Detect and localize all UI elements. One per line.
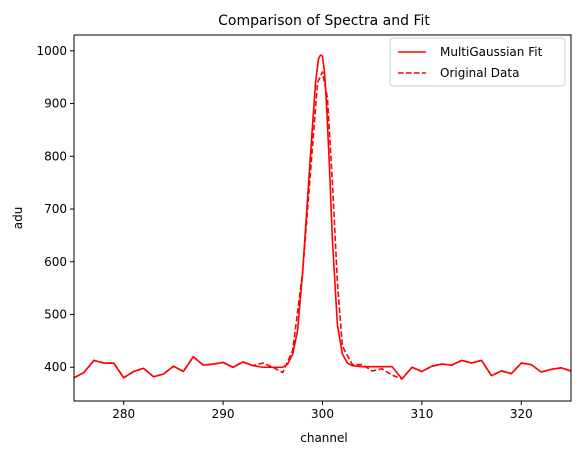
x-tick-label: 290 [212, 407, 235, 421]
y-tick-label: 1000 [36, 44, 67, 58]
y-tick-label: 400 [44, 360, 67, 374]
x-tick-label: 320 [510, 407, 533, 421]
x-axis: 280 290 300 310 320 [112, 401, 533, 421]
y-tick-label: 900 [44, 97, 67, 111]
y-axis: 400 500 600 700 800 900 1000 [36, 44, 74, 374]
y-tick-label: 800 [44, 149, 67, 163]
x-tick-label: 300 [311, 407, 334, 421]
series-line-1 [74, 54, 571, 380]
y-tick-label: 600 [44, 255, 67, 269]
legend: MultiGaussian Fit Original Data [389, 37, 566, 87]
x-axis-label: channel [300, 431, 347, 445]
y-tick-label: 500 [44, 308, 67, 322]
chart-title: Comparison of Spectra and Fit [218, 13, 430, 29]
plot-lines [74, 54, 571, 380]
y-axis-label: adu [11, 207, 25, 230]
plot-frame [73, 34, 572, 402]
y-tick-label: 700 [44, 202, 67, 216]
legend-box [389, 37, 566, 87]
legend-label: MultiGaussian Fit [440, 45, 543, 59]
legend-label: Original Data [440, 66, 519, 80]
x-tick-label: 280 [112, 407, 135, 421]
x-tick-label: 310 [410, 407, 433, 421]
series-line-2 [74, 71, 571, 380]
